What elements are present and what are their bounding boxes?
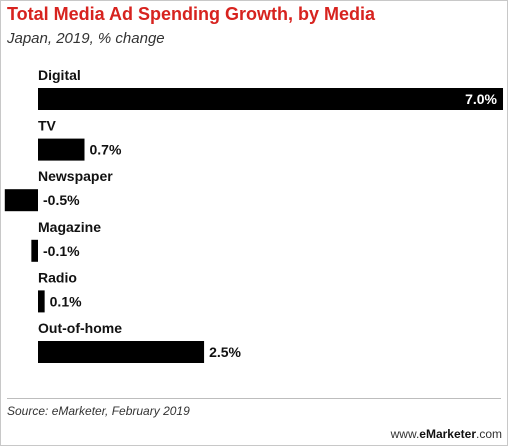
bar-tv bbox=[38, 138, 85, 161]
brand-name: eMarketer bbox=[419, 427, 476, 441]
value-label: 7.0% bbox=[465, 91, 497, 107]
bar-radio bbox=[38, 290, 45, 313]
bar-newspaper bbox=[4, 189, 38, 212]
chart-subtitle: Japan, 2019, % change bbox=[7, 30, 165, 47]
brand-url: www.eMarketer.com bbox=[391, 427, 502, 441]
category-label: Magazine bbox=[38, 219, 101, 235]
category-label: Radio bbox=[38, 269, 77, 285]
value-label: 0.7% bbox=[90, 142, 122, 158]
category-label: Digital bbox=[38, 67, 81, 83]
footer-divider bbox=[7, 398, 501, 399]
category-label: Newspaper bbox=[38, 168, 113, 184]
brand-prefix: www. bbox=[390, 427, 420, 441]
bar-out-of-home bbox=[38, 341, 205, 363]
brand-suffix: .com bbox=[475, 427, 502, 441]
source-note: Source: eMarketer, February 2019 bbox=[7, 404, 190, 418]
value-label: -0.1% bbox=[43, 243, 80, 259]
value-label: -0.5% bbox=[43, 192, 80, 208]
value-label: 0.1% bbox=[50, 293, 82, 309]
category-label: TV bbox=[38, 118, 57, 134]
bar-chart: Digital 7.0% TV 0.7% Newspaper -0.5% Magazine -… bbox=[4, 67, 504, 363]
bar-digital bbox=[38, 88, 504, 110]
category-label: Out-of-home bbox=[38, 320, 122, 336]
bar-magazine bbox=[31, 239, 38, 262]
chart-title: Total Media Ad Spending Growth, by Media bbox=[7, 4, 376, 24]
value-label: 2.5% bbox=[209, 344, 241, 360]
